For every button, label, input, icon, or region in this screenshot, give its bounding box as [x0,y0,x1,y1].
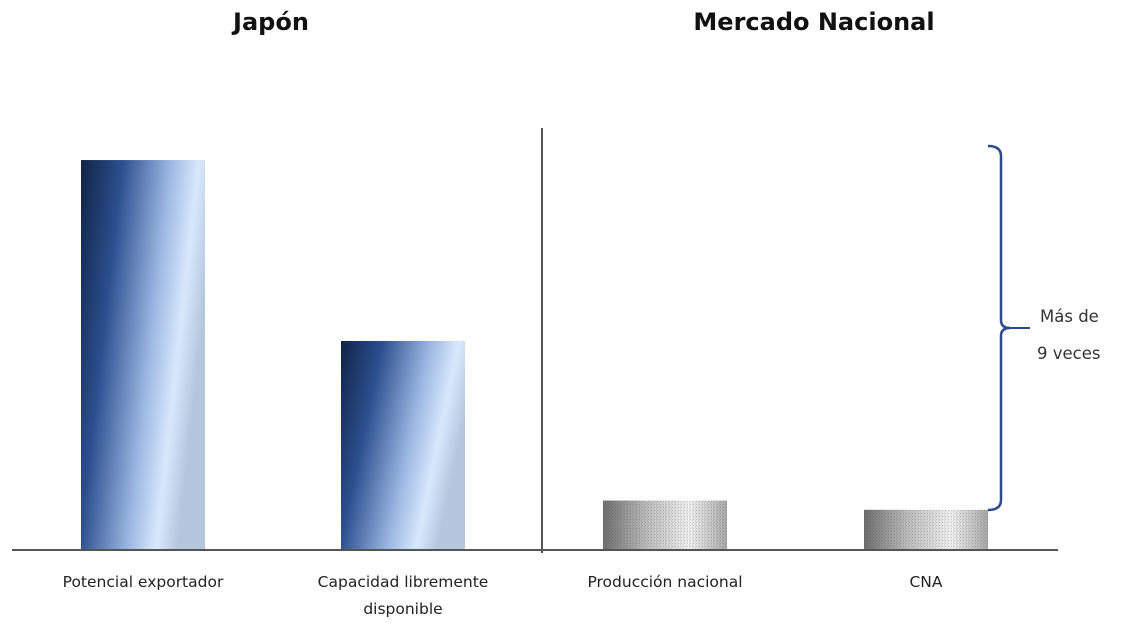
bar-1 [341,340,465,550]
annotation-line-2: 9 veces [1037,344,1100,363]
comparison-bracket [987,144,1011,512]
bar-texture-2 [603,500,727,550]
category-label-0: Potencial exportador [63,573,224,591]
annotation-line-1: Más de [1040,307,1099,326]
bars-layer [81,160,988,550]
category-label-1: Capacidad libremente disponible [318,573,489,618]
category-label-2: Producción nacional [587,573,742,591]
category-label-3: CNA [909,573,942,591]
group-title-mercado-nacional: Mercado Nacional [693,8,934,36]
bar-texture-3 [864,509,988,550]
bar-0 [81,160,205,550]
labels-layer: Potencial exportador Capacidad libremente… [63,573,943,618]
group-title-japan: Japón [231,8,309,36]
